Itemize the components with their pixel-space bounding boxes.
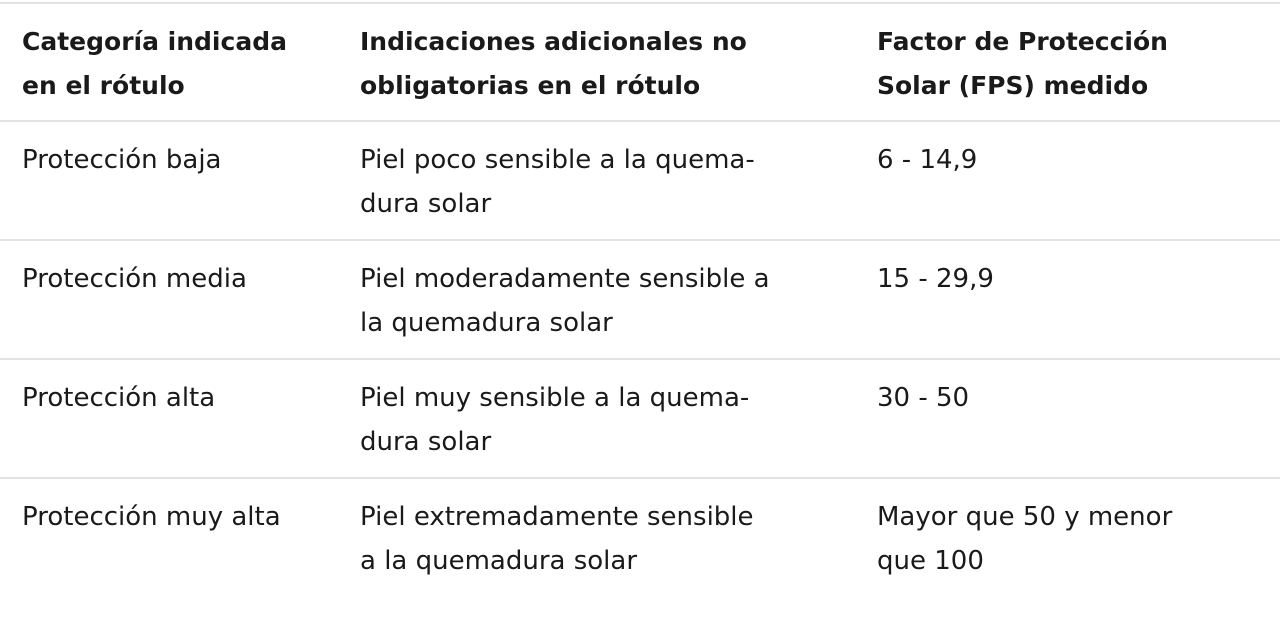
header-cell: Categoría indicada en el rótulo (0, 3, 360, 122)
header-cell: Indicaciones adicionales no obligatorias… (360, 3, 877, 122)
table-body: Protección baja Piel poco sensible a la q… (0, 121, 1280, 597)
table-cell: 6 - 14,9 (877, 121, 1280, 241)
table-cell: Protección media (0, 240, 360, 360)
table-row: Protección alta Piel muy sensible a la qu… (0, 359, 1280, 479)
table-cell: 30 - 50 (877, 359, 1280, 479)
table-cell: Mayor que 50 y menor que 100 (877, 502, 1173, 576)
table-cell: Piel extremadamente sensible a la quemad… (360, 502, 754, 576)
table-cell: Piel moderadamente sensible a la quemadu… (360, 240, 877, 360)
sunscreen-table: Categoría indicada en el rótulo Indicacio… (0, 2, 1280, 597)
table-cell: Piel muy sensible a la quema- dura solar (360, 359, 877, 479)
table-cell: Protección muy alta (22, 502, 281, 532)
table-cell: 15 - 29,9 (877, 240, 1280, 360)
table-cell: Piel poco sensible a la quema- dura sola… (360, 121, 877, 241)
table-cell: Protección baja (0, 121, 360, 241)
table-row: Protección media Piel moderadamente sensi… (0, 240, 1280, 360)
header-cell: Factor de Protección Solar (FPS) medido (877, 3, 1280, 122)
table-row: Protección muy alta Piel extremadamente s… (0, 478, 1280, 597)
table-cell: Protección alta (0, 359, 360, 479)
table-row: Protección baja Piel poco sensible a la q… (0, 121, 1280, 241)
header-row: Categoría indicada en el rótulo Indicacio… (0, 3, 1280, 122)
